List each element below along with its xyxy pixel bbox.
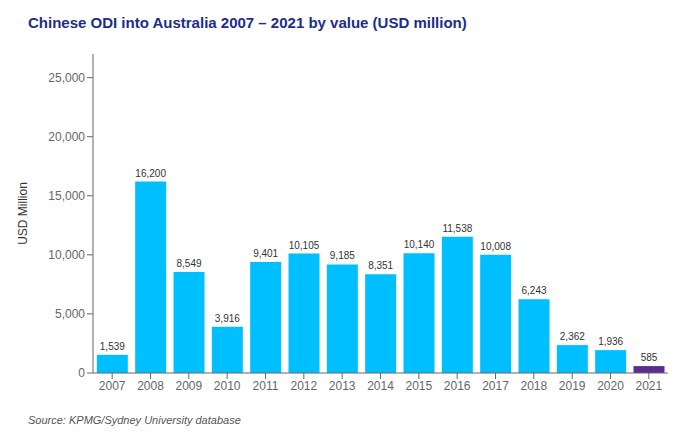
svg-text:2016: 2016 xyxy=(444,379,471,393)
svg-text:2008: 2008 xyxy=(137,379,164,393)
svg-text:2013: 2013 xyxy=(329,379,356,393)
svg-text:8,351: 8,351 xyxy=(368,260,393,271)
svg-text:2010: 2010 xyxy=(214,379,241,393)
svg-text:USD Million: USD Million xyxy=(16,182,30,245)
svg-text:2,362: 2,362 xyxy=(560,331,585,342)
svg-text:16,200: 16,200 xyxy=(135,168,166,179)
svg-text:6,243: 6,243 xyxy=(521,285,546,296)
svg-text:9,185: 9,185 xyxy=(330,250,355,261)
svg-text:5,000: 5,000 xyxy=(55,307,85,321)
html-text:Source: KPMG/Sydney University: Source: KPMG/Sydney University database xyxy=(28,414,241,426)
svg-text:1,539: 1,539 xyxy=(100,341,125,352)
svg-text:9,401: 9,401 xyxy=(253,248,278,259)
svg-text:10,008: 10,008 xyxy=(480,241,511,252)
svg-text:15,000: 15,000 xyxy=(48,189,85,203)
svg-text:585: 585 xyxy=(641,352,658,363)
svg-text:10,140: 10,140 xyxy=(404,239,435,250)
svg-text:3,916: 3,916 xyxy=(215,313,240,324)
svg-text:2007: 2007 xyxy=(99,379,126,393)
svg-text:2011: 2011 xyxy=(253,379,279,393)
svg-text:1,936: 1,936 xyxy=(598,336,623,347)
svg-text:8,549: 8,549 xyxy=(176,258,201,269)
svg-text:10,105: 10,105 xyxy=(289,240,320,251)
svg-text:2012: 2012 xyxy=(290,379,317,393)
svg-text:20,000: 20,000 xyxy=(48,130,85,144)
svg-text:2014: 2014 xyxy=(367,379,394,393)
svg-text:0: 0 xyxy=(78,366,85,380)
svg-text:25,000: 25,000 xyxy=(48,71,85,85)
svg-text:11,538: 11,538 xyxy=(442,223,472,234)
html-text:Chinese ODI into Australia 200: Chinese ODI into Australia 2007 – 2021 b… xyxy=(28,14,467,31)
svg-text:2020: 2020 xyxy=(597,379,624,393)
svg-text:10,000: 10,000 xyxy=(48,248,85,262)
svg-text:2009: 2009 xyxy=(175,379,202,393)
svg-text:2015: 2015 xyxy=(405,379,432,393)
svg-text:2017: 2017 xyxy=(482,379,509,393)
svg-text:2021: 2021 xyxy=(635,379,662,393)
svg-text:2019: 2019 xyxy=(559,379,586,393)
svg-text:2018: 2018 xyxy=(520,379,547,393)
